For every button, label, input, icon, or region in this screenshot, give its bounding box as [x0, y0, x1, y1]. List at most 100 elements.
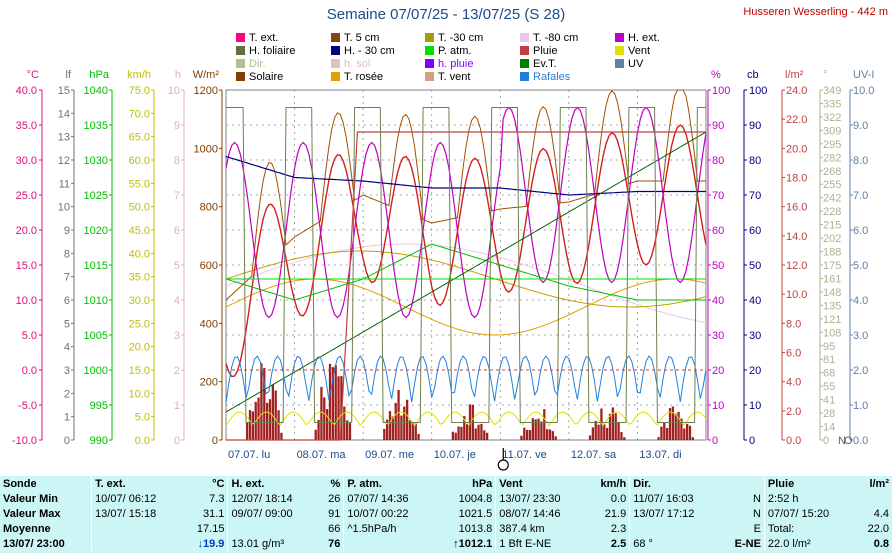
- solar-bar: [260, 363, 262, 440]
- deg-axis-tick-label: 135: [823, 300, 841, 312]
- kmh-axis-tick-label: 10.0: [129, 388, 150, 400]
- table-header-row: Sonde T. ext. °C H. ext. % P. atm. hPa V…: [0, 476, 892, 491]
- h-axis-tick-label: 10: [168, 85, 180, 97]
- cell: 17.15: [182, 521, 228, 536]
- lm2-axis-tick-label: 22.0: [786, 114, 807, 126]
- pct-axis-tick-label: 20: [712, 365, 724, 377]
- pct-axis-tick-label: 30: [712, 330, 724, 342]
- solar-bar: [669, 408, 671, 440]
- deg-axis-tick-label: 242: [823, 193, 841, 205]
- kmh-axis-unit: km/h: [127, 69, 151, 81]
- temp-axis-tick-label: 15.0: [16, 260, 37, 272]
- solar-bar: [660, 427, 662, 440]
- temp-axis-tick-label: -10.0: [12, 435, 37, 447]
- day-label: 07.07. lu: [228, 449, 270, 461]
- solar-bar: [252, 411, 254, 440]
- wm2-axis-tick-label: 200: [200, 377, 218, 389]
- hdr-text-unit: °C: [182, 476, 228, 491]
- solar-bar: [397, 390, 399, 440]
- solar-bar: [320, 387, 322, 440]
- solar-bar: [617, 422, 619, 440]
- solar-bar: [523, 428, 525, 440]
- temp-axis-tick-label: 30.0: [16, 155, 37, 167]
- day-label: 11.07. ve: [502, 449, 546, 461]
- uv-axis-tick-label: 6.0: [853, 225, 868, 237]
- hdr-patm: P. atm.: [344, 476, 435, 491]
- lm2-axis-tick-label: 24.0: [786, 85, 807, 97]
- solar-bar: [466, 424, 468, 440]
- deg-axis-tick-label: 268: [823, 166, 841, 178]
- solar-bar: [552, 431, 554, 440]
- cb-axis-tick-label: 50: [749, 260, 761, 272]
- cb-axis-tick-label: 30: [749, 330, 761, 342]
- solar-bar: [383, 429, 385, 440]
- solar-bar: [666, 428, 668, 440]
- kmh-axis-tick-label: 5.0: [135, 412, 150, 424]
- pct-axis-tick-label: 50: [712, 260, 724, 272]
- cell: 0.8: [855, 536, 892, 551]
- solar-bar: [486, 433, 488, 440]
- kmh-axis-tick-label: 25.0: [129, 318, 150, 330]
- uv-axis-tick-label: 5.0: [853, 260, 868, 272]
- solar-bar: [603, 424, 605, 440]
- lm2-axis-tick-label: 4.0: [786, 377, 801, 389]
- lf-axis-unit: lf: [66, 69, 72, 81]
- deg-axis-tick-label: 228: [823, 206, 841, 218]
- cell: 12/07/ 18:14: [228, 491, 319, 506]
- cell: 1013.8: [435, 521, 496, 536]
- kmh-axis-tick-label: 20.0: [129, 342, 150, 354]
- h-axis-tick-label: 3: [174, 330, 180, 342]
- h-axis-tick-label: 2: [174, 365, 180, 377]
- cb-axis-tick-label: 90: [749, 120, 761, 132]
- solar-bar: [592, 427, 594, 440]
- solar-bar: [280, 433, 282, 440]
- hpa-axis-unit: hPa: [89, 69, 109, 81]
- deg-axis-tick-label: 14: [823, 422, 835, 434]
- solar-bar: [272, 384, 274, 440]
- cb-axis-tick-label: 10: [749, 400, 761, 412]
- solar-bar: [532, 418, 534, 440]
- hdr-hext-unit: %: [319, 476, 344, 491]
- lm2-axis-tick-label: 12.0: [786, 260, 807, 272]
- solar-bar: [620, 432, 622, 440]
- cb-axis-tick-label: 70: [749, 190, 761, 202]
- solar-bar: [675, 414, 677, 440]
- h-axis-tick-label: 1: [174, 400, 180, 412]
- kmh-axis-tick-label: 50.0: [129, 202, 150, 214]
- h-axis-tick-label: 0: [174, 435, 180, 447]
- temp-axis-tick-label: 25.0: [16, 190, 37, 202]
- chart-area: 07.07. lu 08.07. ma 09.07. me 10.07. je 11.0…: [0, 0, 892, 476]
- table-row: Valeur Min 10/07/ 06:12 7.3 12/07/ 18:14…: [0, 491, 892, 506]
- cb-axis-tick-label: 80: [749, 155, 761, 167]
- cell: N: [720, 506, 764, 521]
- solar-bar: [277, 410, 279, 440]
- solar-bar: [537, 419, 539, 440]
- solar-bar: [266, 403, 268, 440]
- pct-axis-unit: %: [711, 69, 721, 81]
- hdr-pluie: Pluie: [764, 476, 855, 491]
- cb-axis-tick-label: 60: [749, 225, 761, 237]
- deg-axis-tick-label: 28: [823, 408, 835, 420]
- current-time-marker: [498, 460, 508, 470]
- solar-bar: [540, 421, 542, 440]
- h-axis-tick-label: 9: [174, 120, 180, 132]
- lf-axis-tick-label: 6: [64, 295, 70, 307]
- deg-axis-tick-label: 202: [823, 233, 841, 245]
- deg-axis-tick-label: 55: [823, 381, 835, 393]
- lm2-axis-tick-label: 20.0: [786, 143, 807, 155]
- deg-axis-tick-label: 121: [823, 314, 841, 326]
- uv-axis-tick-label: 2.0: [853, 365, 868, 377]
- cell: 91: [319, 506, 344, 521]
- lf-axis-tick-label: 13: [58, 132, 70, 144]
- cell: 13.01 g/m³: [228, 536, 319, 551]
- lm2-axis-tick-label: 2.0: [786, 406, 801, 418]
- lm2-axis-tick-label: 16.0: [786, 202, 807, 214]
- cell: 4.4: [855, 506, 892, 521]
- h-axis-tick-label: 6: [174, 225, 180, 237]
- hdr-dir-unit: [720, 476, 764, 491]
- hpa-axis-tick-label: 1030: [84, 155, 108, 167]
- uv-axis-tick-label: 10.0: [853, 85, 874, 97]
- solar-bar: [606, 428, 608, 440]
- solar-bar: [692, 437, 694, 440]
- lm2-axis-tick-label: 8.0: [786, 318, 801, 330]
